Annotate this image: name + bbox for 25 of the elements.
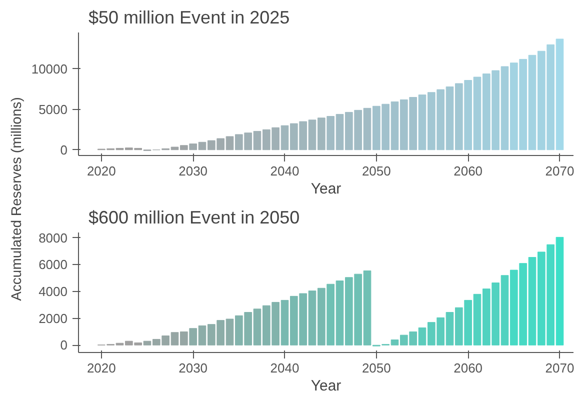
x-tick-label: 2020 [86,164,116,178]
y-tick-label: 6000 [38,257,68,272]
x-tick-label: 2040 [270,360,300,376]
x-axis-title: Year [310,378,342,394]
x-tick-label: 2060 [454,164,483,178]
x-axis-title: Year [310,180,342,198]
x-tick-label: 2020 [86,360,116,376]
x-tick-label: 2050 [362,164,391,178]
chart-title: $50 million Event in 2025 [88,8,290,28]
y-tick-label: 10000 [31,61,68,76]
x-tick-label: 2070 [545,360,574,376]
x-tick-label: 2070 [545,164,574,178]
x-tick-label: 2060 [454,360,483,376]
y-tick-label: 8000 [38,230,68,246]
chart-title: $600 million Event in 2050 [88,208,300,228]
y-tick-label: 0 [60,142,68,158]
x-tick-label: 2050 [362,360,391,376]
y-tick-label: 5000 [38,102,68,117]
y-axis-title: Accumulated Reserves (millions) [8,97,24,301]
x-tick-label: 2040 [270,164,300,178]
y-tick-label: 4000 [38,284,68,299]
y-tick-label: 0 [60,338,68,353]
x-tick-label: 2030 [178,164,208,178]
y-tick-label: 2000 [38,310,68,326]
x-tick-label: 2030 [178,360,208,376]
